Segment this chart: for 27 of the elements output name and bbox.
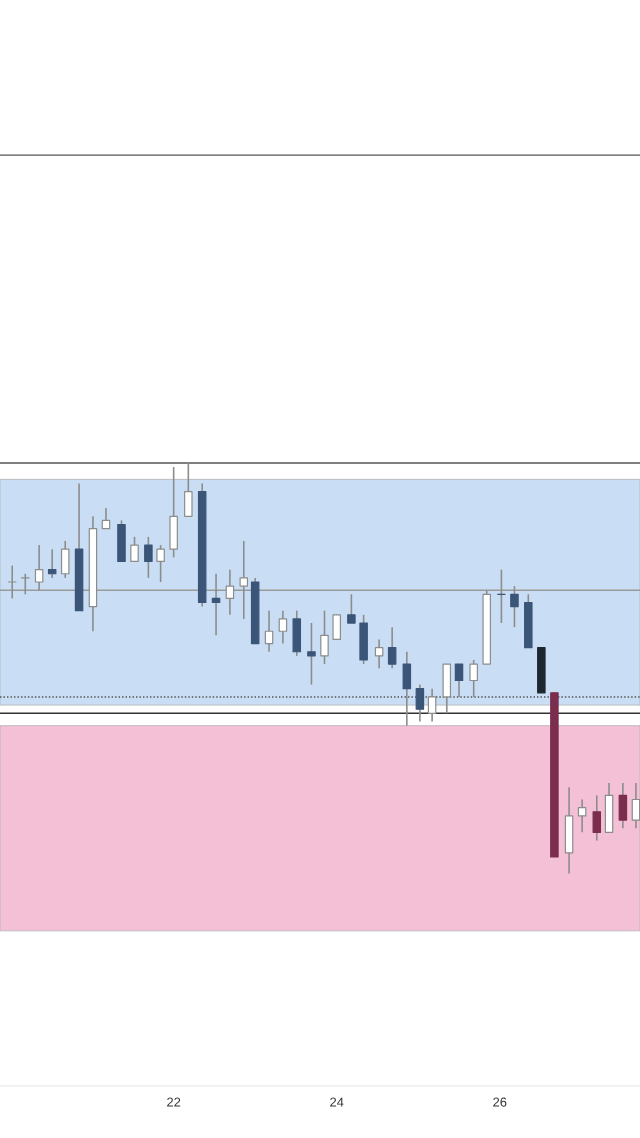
- candlestick: [469, 659, 478, 698]
- candlestick: [156, 544, 165, 583]
- candlestick: [454, 663, 464, 698]
- x-tick-label: 22: [167, 1097, 181, 1107]
- x-tick-label: 24: [330, 1097, 344, 1107]
- candlestick: [592, 794, 602, 842]
- candlestick: [101, 507, 111, 530]
- candlestick: [320, 609, 329, 665]
- candlestick: [387, 626, 397, 669]
- candlestick: [264, 609, 274, 653]
- candlestick: [130, 536, 139, 563]
- candlestick: [278, 609, 288, 645]
- candlestick: [577, 798, 587, 834]
- candlestick: [211, 572, 221, 637]
- candlestick: [47, 548, 57, 579]
- candlestick: [415, 683, 425, 723]
- candlestick: [307, 622, 316, 686]
- candlestick: [225, 568, 235, 616]
- x-tick-label: 26: [493, 1097, 507, 1107]
- candlestick: [347, 593, 356, 624]
- candlestick: [239, 540, 249, 620]
- candlestick: [34, 544, 44, 591]
- candlestick: [427, 687, 437, 723]
- candlestick: [631, 782, 640, 830]
- candlestick: [510, 585, 519, 628]
- candlestick: [144, 536, 153, 579]
- candlestick: [374, 638, 384, 669]
